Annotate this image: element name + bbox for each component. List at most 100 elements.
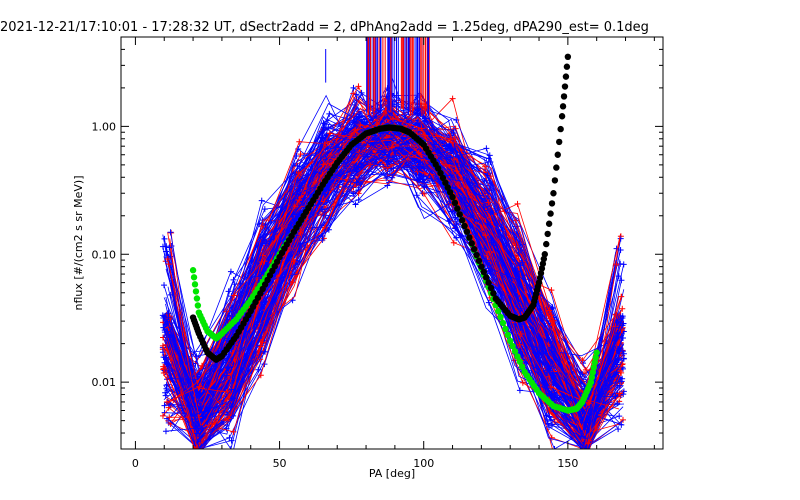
measurement-marker [579,408,586,415]
fit-point [439,174,447,182]
fit-point [593,349,600,356]
fit-point [543,240,550,248]
measurement-marker [228,386,235,393]
fit-point [541,251,548,258]
measurement-marker [194,399,201,406]
measurement-marker [162,389,169,396]
measurement-marker [619,322,626,329]
measurement-marker [357,122,364,129]
x-axis-label: PA [deg] [369,467,415,480]
measurement-marker [159,342,166,349]
y-axis: 0.01 0.10 1.00 [92,36,663,450]
measurement-marker [166,414,173,421]
fit-curves [189,53,600,414]
measurement-marker [223,372,230,379]
measurement-marker [256,273,263,280]
measurement-marker [513,292,520,299]
measurement-marker [419,190,426,197]
measurement-marker [612,393,619,400]
measurement-marker [161,327,168,334]
measurement-marker [263,240,270,247]
measurement-marker [165,314,172,321]
measurement-trace [166,135,621,438]
measurement-marker [191,446,198,449]
fit-point [446,189,454,196]
measurement-marker [355,196,362,203]
measurement-marker [451,136,458,143]
fit-point [458,216,466,224]
fit-point [548,200,556,207]
fit-point [487,284,495,292]
fit-point [451,199,459,207]
measurement-marker [164,256,171,262]
measurement-marker [519,379,526,386]
y-tick-label: 0.01 [92,376,117,389]
fit-point [482,274,490,281]
fit-point [485,279,492,286]
measurement-marker [167,291,174,298]
measurement-marker [548,287,555,294]
fit-point [466,234,473,241]
measurement-marker [545,423,552,430]
measurement-marker [620,388,627,395]
fit-point [475,257,483,265]
fit-point [473,251,480,259]
measurement-marker [166,244,173,251]
measurement-marker [390,165,397,172]
fit-point [454,205,461,212]
measurement-marker [551,446,558,449]
measurement-marker [620,355,627,362]
measurement-marker [585,440,592,447]
measurement-marker [326,130,333,137]
measurement-marker [353,179,360,186]
fit-point [590,364,598,371]
fit-curve [189,53,572,363]
measurement-marker [481,163,488,170]
measurement-marker [227,446,234,449]
measurement-marker [291,216,298,223]
fit-point [544,230,551,238]
measurement-marker [160,354,167,361]
measurement-marker [162,428,169,435]
measurement-marker [619,305,626,312]
measurement-marker [198,424,205,431]
fit-point [497,313,504,321]
measurement-marker [195,446,202,449]
measurement-trace [163,127,623,431]
measurement-marker [296,248,303,255]
measurement-marker [418,174,425,181]
plot-frame [120,36,664,450]
measurement-marker [351,118,358,125]
fit-point [551,177,559,184]
x-axis: 0 50 100 150 [132,37,655,470]
measurement-marker [258,258,265,265]
x-tick-label: 50 [273,457,287,470]
measurement-marker [164,360,171,367]
fit-point [561,83,569,90]
measurement-marker [296,197,303,204]
measurement-marker [192,416,199,423]
fit-point [514,353,521,360]
measurement-marker [488,239,495,246]
measurement-marker [385,158,392,165]
measurement-marker [161,402,168,409]
measurement-marker [389,154,396,161]
measurement-marker [355,108,362,115]
measurement-marker [167,229,174,236]
measurement-marker [262,221,269,228]
measurement-traces [159,37,627,449]
measurement-marker [159,243,166,250]
fit-point [499,319,507,327]
measurement-marker [483,145,490,152]
measurement-marker [160,369,167,376]
measurement-marker [619,416,626,423]
measurement-marker [620,350,627,357]
measurement-marker [164,399,171,406]
measurement-marker [583,446,590,449]
measurement-marker [485,299,492,306]
plot-area [159,37,627,449]
fit-point [558,113,566,120]
measurement-marker [447,136,454,143]
